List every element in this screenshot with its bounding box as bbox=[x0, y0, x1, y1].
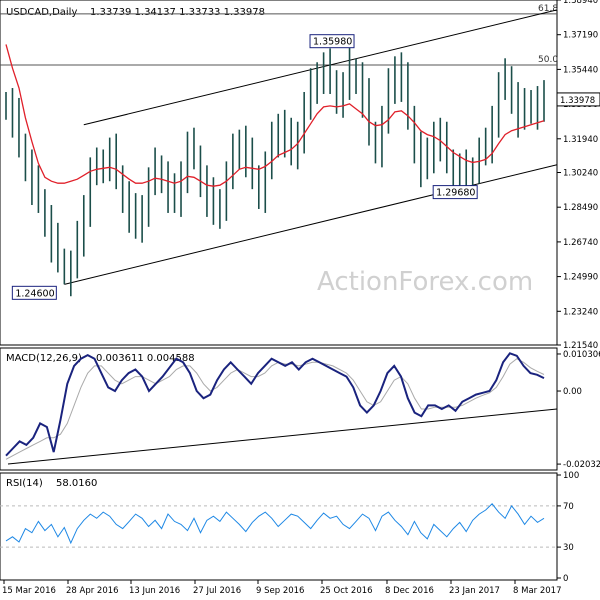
rsi-line bbox=[5, 503, 545, 545]
price-axis: 1.389401.371901.354401.336901.319401.302… bbox=[556, 0, 600, 351]
price-axis-label: 1.31940 bbox=[563, 135, 598, 145]
rsi-values: 58.0160 bbox=[56, 478, 97, 489]
date-axis-label: 8 Dec 2016 bbox=[385, 586, 434, 596]
macd-panel bbox=[0, 347, 558, 471]
price-axis-label: 1.23240 bbox=[563, 307, 598, 317]
moving-average-line bbox=[5, 44, 545, 187]
price-annotation-label: 1.29680 bbox=[436, 188, 475, 199]
price-axis-label: 1.24990 bbox=[563, 273, 598, 283]
macd-trendline bbox=[7, 408, 558, 465]
current-price-label: 1.33978 bbox=[560, 96, 595, 106]
date-axis-label: 9 Sep 2016 bbox=[256, 586, 304, 596]
macd-signal-line bbox=[5, 358, 545, 460]
date-axis-label: 15 Mar 2016 bbox=[2, 586, 56, 596]
macd-values: 0.003611 0.004588 bbox=[96, 353, 195, 364]
price-axis-label: 1.26740 bbox=[563, 238, 598, 248]
price-annotation-box bbox=[432, 185, 478, 200]
lower-channel-line bbox=[64, 164, 558, 285]
date-axis: 15 Mar 2016 28 Apr 2016 13 Jun 2016 27 Jul … bbox=[2, 580, 561, 596]
macd-axis-label: 0.00 bbox=[563, 387, 582, 397]
price-annotation-box bbox=[309, 34, 355, 49]
price-axis-label: 1.38940 bbox=[563, 0, 598, 6]
price-layer: 61.8 50.0 1.35980 1.29680 1.24600 bbox=[0, 4, 558, 300]
price-axis-label: 1.28490 bbox=[563, 203, 598, 213]
price-annotation-label: 1.35980 bbox=[313, 37, 352, 48]
current-price-tag bbox=[556, 92, 600, 107]
upper-channel-line bbox=[83, 9, 558, 126]
fib-level-label: 61.8 bbox=[538, 4, 558, 14]
price-axis-label: 1.30240 bbox=[563, 169, 598, 179]
macd-title: MACD(12,26,9) bbox=[6, 353, 82, 364]
macd-line bbox=[5, 352, 545, 457]
date-axis-label: 25 Oct 2016 bbox=[320, 586, 373, 596]
macd-layer bbox=[5, 352, 558, 465]
macd-axis-label: -0.020324 bbox=[563, 460, 600, 470]
date-axis-label: 13 Jun 2016 bbox=[129, 586, 180, 596]
price-panel bbox=[0, 0, 558, 346]
price-axis-label: 1.35440 bbox=[563, 65, 598, 75]
price-annotation-box bbox=[11, 285, 57, 300]
price-axis-label: 1.21540 bbox=[563, 341, 598, 351]
symbol-title: USDCAD,Daily bbox=[6, 7, 77, 18]
rsi-axis-label: 0 bbox=[563, 574, 568, 584]
rsi-layer bbox=[0, 503, 557, 548]
rsi-title: RSI(14) bbox=[6, 478, 43, 489]
rsi-axis-label: 70 bbox=[563, 502, 574, 512]
macd-axis-label: 0.010306 bbox=[563, 350, 600, 360]
macd-axis: 0.010306 0.00 -0.020324 bbox=[557, 350, 600, 470]
rsi-axis-label: 30 bbox=[563, 543, 574, 553]
fib-level-label: 50.0 bbox=[538, 55, 558, 65]
price-annotation-label: 1.24600 bbox=[15, 288, 54, 299]
rsi-axis-label: 100 bbox=[563, 471, 579, 481]
price-axis-label: 1.37190 bbox=[563, 31, 598, 41]
date-axis-label: 27 Jul 2016 bbox=[193, 586, 241, 596]
date-axis-label: 8 Mar 2017 bbox=[513, 586, 561, 596]
ohlc-values: 1.33739 1.34137 1.33733 1.33978 bbox=[90, 7, 265, 18]
watermark: ActionForex.com bbox=[317, 267, 533, 297]
rsi-axis: 100 70 30 0 bbox=[557, 471, 579, 584]
date-axis-label: 28 Apr 2016 bbox=[66, 586, 119, 596]
date-axis-label: 23 Jan 2017 bbox=[449, 586, 500, 596]
